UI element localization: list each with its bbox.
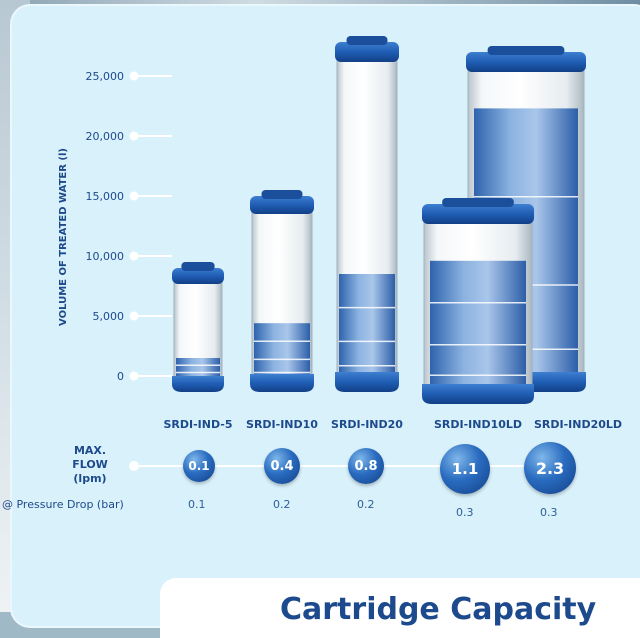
- flow-bubble: 0.4: [264, 448, 300, 484]
- chart-bars: [172, 36, 586, 404]
- pressure-drop-value: 0.3: [540, 506, 558, 519]
- y-tick-label: 5,000: [93, 310, 125, 323]
- cartridge-bottom-cap: [250, 374, 314, 392]
- max-flow-label-line3: (lpm): [73, 472, 107, 485]
- flow-bubble: 0.8: [348, 448, 384, 484]
- x-tick-label: SRDI-IND10: [246, 418, 318, 431]
- y-axis: 25,000 20,000 15,000 10,000 5,000 0: [86, 70, 172, 383]
- cartridge-top-cap: [250, 196, 314, 214]
- cartridge-bar: [172, 262, 224, 392]
- cartridge-bottom-cap: [335, 372, 399, 392]
- y-tick-label: 15,000: [86, 190, 125, 203]
- cartridge-top-knob: [487, 46, 565, 55]
- y-tick-label: 0: [117, 370, 124, 383]
- y-axis-title: VOLUME OF TREATED WATER (l): [58, 148, 69, 326]
- cartridge-top-knob: [346, 36, 388, 45]
- pressure-drop-value: 0.2: [357, 498, 375, 511]
- y-tick-dot: [129, 191, 139, 201]
- y-tick-label: 20,000: [86, 130, 125, 143]
- y-tick-dot: [129, 251, 139, 261]
- cartridge-top-knob: [261, 190, 303, 199]
- pressure-drop-value: 0.2: [273, 498, 291, 511]
- flow-bubble: 1.1: [440, 444, 490, 494]
- cartridge-fill: [430, 260, 526, 388]
- footer-title: Cartridge Capacity: [280, 592, 597, 627]
- cartridge-top-cap: [335, 42, 399, 62]
- cartridge-fill: [339, 274, 395, 376]
- flow-connector-dot: [129, 461, 139, 471]
- y-tick-label: 25,000: [86, 70, 125, 83]
- y-tick-dot: [129, 371, 139, 381]
- pressure-drop-value: 0.3: [456, 506, 474, 519]
- cartridge-bar: [250, 190, 314, 392]
- y-tick-dot: [129, 131, 139, 141]
- cartridge-fill: [176, 358, 220, 380]
- x-tick-label: SRDI-IND10LD: [434, 418, 522, 431]
- y-tick-label: 10,000: [86, 250, 125, 263]
- pressure-drop-value: 0.1: [188, 498, 206, 511]
- cartridge-top-knob: [442, 198, 514, 207]
- y-tick-dot: [129, 71, 139, 81]
- cartridge-bar: [335, 36, 399, 392]
- x-axis-labels: SRDI-IND-5 SRDI-IND10 SRDI-IND20 SRDI-IND10…: [163, 418, 622, 431]
- cartridge-top-cap: [466, 52, 586, 72]
- cartridge-top-knob: [181, 262, 215, 271]
- footer-card: Cartridge Capacity: [160, 578, 640, 638]
- capacity-chart: VOLUME OF TREATED WATER (l) 25,000 20,000…: [58, 36, 622, 471]
- max-flow-label: MAX. FLOW (lpm): [50, 444, 130, 486]
- cartridge-bottom-cap: [172, 376, 224, 392]
- cartridge-top-cap: [422, 204, 534, 224]
- cartridge-bottom-cap: [422, 384, 534, 404]
- x-tick-label: SRDI-IND20: [331, 418, 403, 431]
- cartridge-fill: [254, 323, 310, 378]
- flow-bubble: 2.3: [524, 442, 576, 494]
- x-tick-label: SRDI-IND-5: [163, 418, 232, 431]
- y-tick-dot: [129, 311, 139, 321]
- cartridge-bar: [422, 198, 534, 404]
- cartridge-top-cap: [172, 268, 224, 284]
- max-flow-label-line2: FLOW: [72, 458, 108, 471]
- x-tick-label: SRDI-IND20LD: [534, 418, 622, 431]
- max-flow-label-line1: MAX.: [73, 444, 107, 457]
- flow-bubble: 0.1: [183, 450, 215, 482]
- pressure-drop-label: @ Pressure Drop (bar): [2, 498, 124, 511]
